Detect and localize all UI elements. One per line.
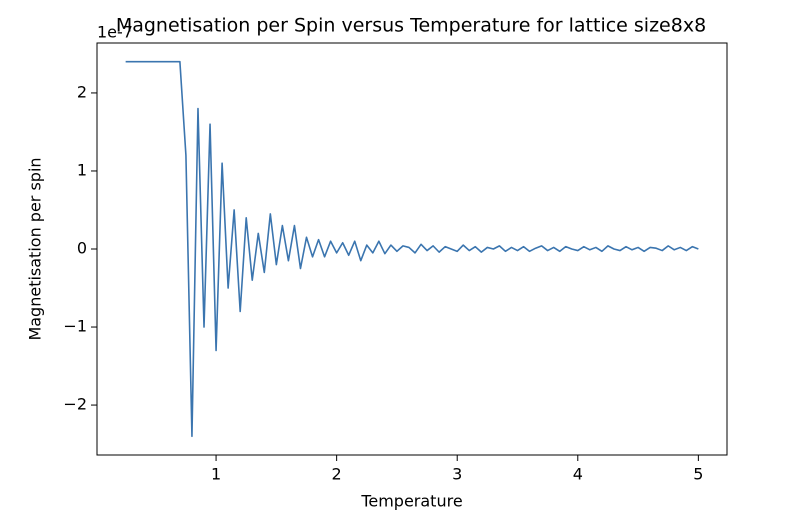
x-tick-label: 5 xyxy=(693,465,703,484)
y-tick-label: 2 xyxy=(77,82,87,101)
y-tick-label: −2 xyxy=(63,395,87,414)
y-axis-label: Magnetisation per spin xyxy=(26,157,45,340)
x-axis-label: Temperature xyxy=(360,492,462,511)
data-line xyxy=(125,60,699,438)
x-tick-label: 3 xyxy=(452,465,462,484)
y-tick-label: 1 xyxy=(77,160,87,179)
y-offset-label: 1e-7 xyxy=(97,23,133,42)
chart-title: Magnetisation per Spin versus Temperatur… xyxy=(116,15,706,37)
plot-frame xyxy=(96,42,728,456)
y-tick-label: −1 xyxy=(63,317,87,336)
x-tick-label: 2 xyxy=(332,465,342,484)
y-tick-label: 0 xyxy=(77,239,87,258)
x-tick-label: 4 xyxy=(573,465,583,484)
x-tick-label: 1 xyxy=(211,465,221,484)
